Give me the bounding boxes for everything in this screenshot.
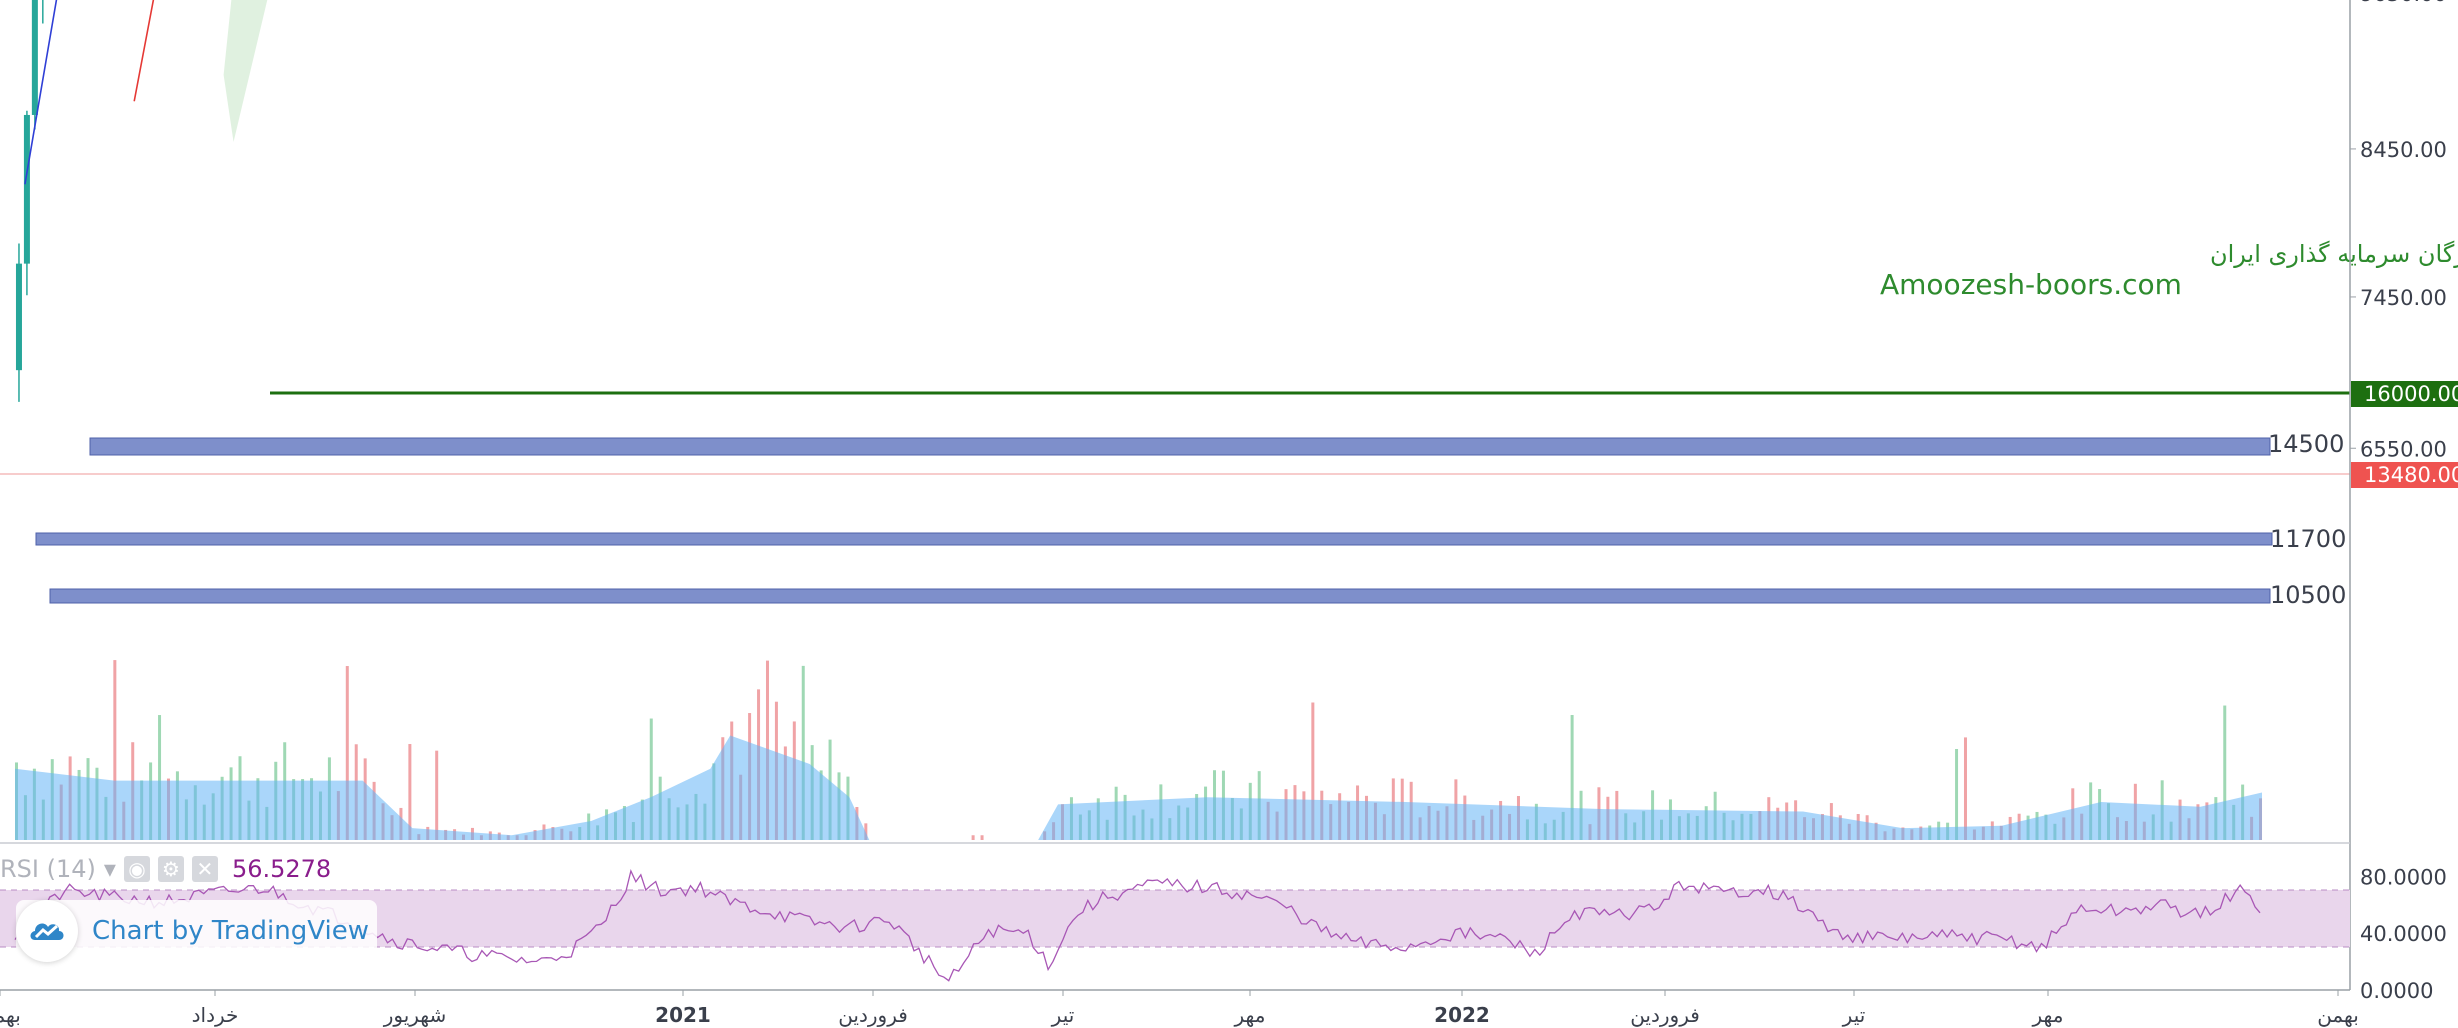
rsi-line: [14, 869, 2261, 982]
price-tick-label: 9650.00: [2360, 0, 2447, 6]
rsi-tick-label: 0.0000: [2360, 979, 2433, 1003]
volume-ma-area: [15, 735, 2262, 840]
rsi-band: [0, 890, 2350, 947]
volume-bar: [801, 665, 805, 840]
volume-bar: [980, 835, 984, 840]
zone-label-14500: 14500: [2268, 430, 2344, 458]
volume-bar: [408, 744, 412, 840]
candle-body: [15, 263, 22, 371]
time-tick-label: مهر: [1234, 1003, 1266, 1027]
rsi-series-line: [14, 869, 2261, 982]
time-tick-label: فروردین: [1630, 1003, 1700, 1027]
rsi-axis: 80.0000 40.0000 0.0000: [2360, 865, 2447, 1003]
time-tick-label: بهمن: [2317, 1003, 2359, 1027]
ichimoku-cloud: [223, 0, 268, 142]
volume-bar: [1963, 737, 1967, 840]
rsi-tick-label: 80.0000: [2360, 865, 2447, 889]
volume-bar: [158, 715, 162, 840]
time-tick-label: تیر: [1051, 1003, 1075, 1027]
volume-bar: [435, 750, 439, 840]
cloud-up-area: [223, 0, 268, 142]
tradingview-cloud-icon: [16, 900, 78, 962]
volume-bar: [971, 835, 975, 840]
rsi-legend: RSI (14) ▾ ◉ ⚙ ✕ 56.5278: [0, 852, 331, 886]
price-tick-label: 6550.00: [2360, 437, 2447, 461]
price-series: [15, 0, 155, 402]
zone-label-10500: 10500: [2270, 581, 2346, 609]
zone-14500: [89, 437, 2271, 456]
tradingview-watermark[interactable]: Chart by TradingView: [16, 900, 377, 962]
volume-bar: [1570, 715, 1574, 840]
candle-body: [31, 0, 38, 115]
watermark-text: Chart by TradingView: [92, 916, 369, 946]
candle-body: [23, 114, 30, 264]
time-tick-label: بهمن: [0, 1003, 21, 1027]
volume-bar: [1955, 748, 1959, 840]
rsi-tick-label: 40.0000: [2360, 922, 2447, 946]
last-price-label: 13480.00: [2364, 463, 2458, 487]
time-tick-label: 2021: [655, 1003, 711, 1027]
time-tick-label: 2022: [1434, 1003, 1490, 1027]
price-tick-label: 8450.00: [2360, 138, 2447, 162]
rsi-value: 56.5278: [231, 855, 332, 883]
level-16000-label: 16000.00: [2364, 382, 2458, 406]
chevron-down-icon[interactable]: ▾: [103, 855, 116, 883]
rsi-legend-title[interactable]: RSI (14): [0, 855, 96, 883]
price-axis: 32500.0028500.0024500.0021500.0018500.00…: [2350, 0, 2447, 461]
volume-bar: [864, 823, 868, 840]
zone-10500: [49, 588, 2271, 604]
time-tick-label: شهریور: [383, 1003, 447, 1027]
volume-bar: [2223, 705, 2227, 840]
volume-bar: [113, 660, 117, 840]
volume-bar: [1311, 702, 1315, 840]
time-tick-label: فروردین: [838, 1003, 908, 1027]
annotation-persian: انجمن خبرگان سرمایه گذاری ایران: [2210, 240, 2458, 268]
volume-bar: [345, 666, 349, 840]
time-tick-label: مهر: [2032, 1003, 2064, 1027]
zone-11700: [35, 532, 2273, 546]
gear-icon[interactable]: ⚙: [157, 856, 184, 882]
annotation-website: Amoozesh-boors.com: [1880, 268, 2182, 301]
zone-label-11700: 11700: [2270, 525, 2346, 553]
level-16000-badge: [2351, 381, 2458, 407]
price-tick-label: 7450.00: [2360, 286, 2447, 310]
eye-icon[interactable]: ◉: [123, 856, 150, 882]
volume-bar: [649, 718, 653, 840]
time-tick-label: خرداد: [192, 1003, 239, 1027]
close-icon[interactable]: ✕: [191, 856, 218, 882]
time-tick-label: تیر: [1842, 1003, 1866, 1027]
last-price-badge: [2351, 462, 2458, 488]
time-axis: بهمن خرداد شهریور 2021 فروردین تیر مهر 2022 فرور…: [0, 990, 2359, 1027]
volume-panel: [15, 660, 2263, 840]
